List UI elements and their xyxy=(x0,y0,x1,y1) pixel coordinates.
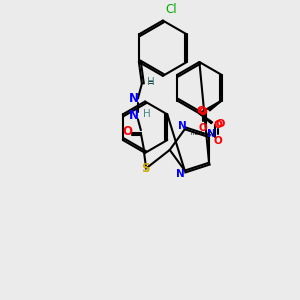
Text: O: O xyxy=(199,107,207,117)
Text: N: N xyxy=(207,129,215,139)
Text: O: O xyxy=(214,136,223,146)
Text: O: O xyxy=(215,119,224,129)
Text: O: O xyxy=(196,106,206,116)
Text: O: O xyxy=(199,123,207,133)
Text: H: H xyxy=(143,110,151,119)
Text: N: N xyxy=(129,109,139,122)
Text: S: S xyxy=(142,162,150,175)
Text: O: O xyxy=(214,120,223,130)
Text: N: N xyxy=(129,92,139,105)
Text: N: N xyxy=(176,169,185,178)
Text: H: H xyxy=(147,77,154,87)
Text: Cl: Cl xyxy=(166,3,177,16)
Text: O: O xyxy=(122,124,132,138)
Text: =: = xyxy=(146,78,153,87)
Text: N: N xyxy=(178,121,187,131)
Text: methoxy: methoxy xyxy=(191,131,215,136)
